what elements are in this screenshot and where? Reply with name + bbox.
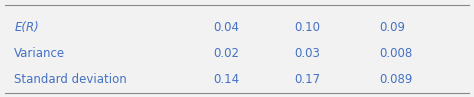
Text: 0.04: 0.04 — [213, 21, 239, 34]
Text: 0.17: 0.17 — [294, 73, 320, 86]
Text: 0.02: 0.02 — [213, 47, 239, 60]
Text: 0.14: 0.14 — [213, 73, 239, 86]
Text: 0.089: 0.089 — [379, 73, 412, 86]
Text: E(R): E(R) — [14, 21, 39, 34]
Text: Standard deviation: Standard deviation — [14, 73, 127, 86]
Text: 0.10: 0.10 — [294, 21, 320, 34]
Text: 0.03: 0.03 — [294, 47, 320, 60]
Text: Variance: Variance — [14, 47, 65, 60]
Text: 0.09: 0.09 — [379, 21, 405, 34]
Text: 0.008: 0.008 — [379, 47, 412, 60]
